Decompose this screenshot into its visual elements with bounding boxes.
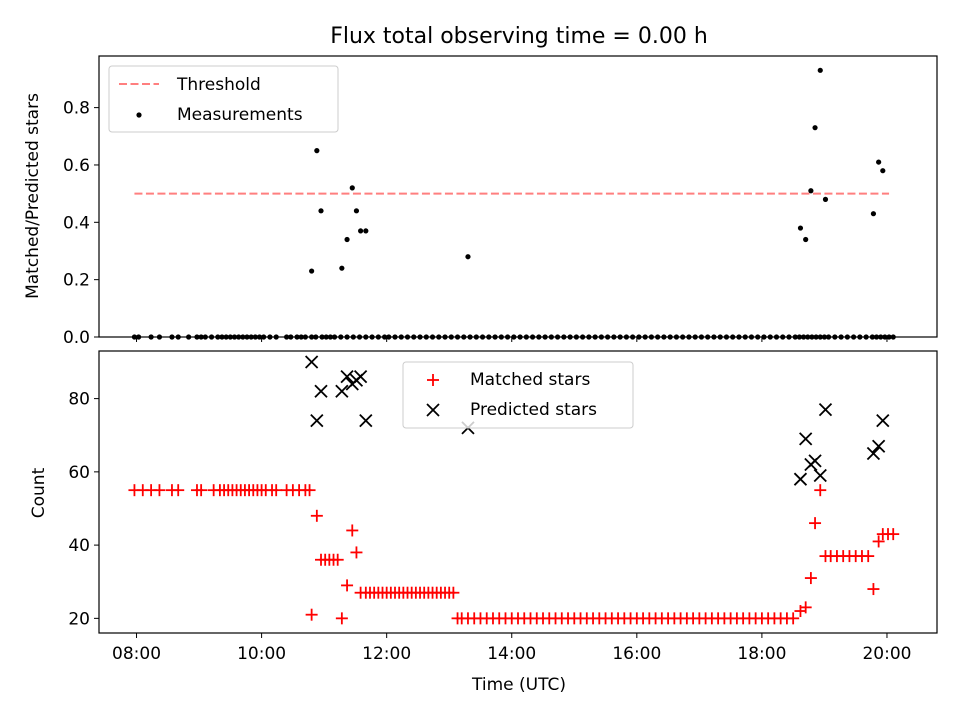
- measurements-point: [870, 211, 877, 217]
- x-tick-label: 10:00: [237, 644, 286, 664]
- y-tick-label: 0.2: [63, 271, 90, 291]
- legend-measurements-swatch: [136, 112, 142, 118]
- matched-stars-point: [814, 484, 827, 497]
- matched-stars-point: [862, 550, 875, 563]
- matched-stars-point: [270, 484, 283, 497]
- matched-stars-point: [809, 517, 822, 530]
- x-tick-label: 12:00: [362, 644, 411, 664]
- measurements-point: [876, 159, 882, 165]
- matched-stars-point: [804, 572, 817, 585]
- legend-matched-swatch: [427, 374, 439, 386]
- measurements-point: [344, 236, 350, 243]
- measurements-point: [309, 268, 315, 274]
- x-axis-label: Time (UTC): [471, 675, 566, 695]
- measurements-point: [817, 67, 823, 73]
- top-x-axis: [136, 337, 888, 342]
- legend-threshold-label: Threshold: [176, 75, 261, 95]
- measurements-point: [880, 168, 886, 174]
- legend-predicted-swatch: [426, 403, 440, 417]
- top-y-axis-label: Matched/Predicted stars: [23, 93, 43, 299]
- legend-matched-label: Matched stars: [470, 370, 590, 390]
- matched-stars-point: [331, 553, 344, 566]
- y-tick-label: 0.8: [63, 99, 90, 119]
- predicted-stars-point: [310, 413, 324, 428]
- top-panel: 0.00.20.40.60.8 Matched/Predicted stars …: [23, 55, 938, 348]
- x-tick-label: 18:00: [737, 644, 786, 664]
- x-tick-label: 08:00: [112, 644, 161, 664]
- matched-stars-point: [310, 509, 323, 522]
- matched-stars-point: [867, 583, 880, 596]
- measurements-point: [349, 185, 355, 191]
- predicted-stars-point: [793, 472, 808, 486]
- predicted-stars-point: [304, 355, 319, 369]
- measurements-point: [797, 225, 804, 231]
- top-axes-frame: [98, 55, 938, 338]
- predicted-stars-point: [799, 432, 813, 446]
- bottom-panel: 20 40 60 80 08:00 10:00 12:00 14:00 16:00 18:00 2…: [29, 350, 938, 695]
- x-tick-label: 16:00: [612, 644, 661, 664]
- bottom-x-axis: 08:00 10:00 12:00 14:00 16:00 18:00 20:00: [112, 633, 911, 664]
- predicted-stars-point: [876, 413, 890, 428]
- predicted-stars-point: [314, 384, 328, 398]
- y-tick-label: 40: [68, 536, 90, 556]
- matched-stars-point: [447, 586, 460, 599]
- y-tick-label: 0.4: [63, 213, 90, 233]
- bottom-axes-frame: [98, 350, 938, 634]
- bottom-y-axis: 20 40 60 80: [68, 390, 99, 629]
- legend-predicted-label: Predicted stars: [470, 400, 597, 420]
- bottom-y-axis-label: Count: [29, 467, 49, 518]
- matched-stars-point: [303, 484, 316, 497]
- legend-measurements-label: Measurements: [177, 105, 303, 125]
- predicted-stars-point: [813, 468, 827, 483]
- predicted-stars-point: [353, 369, 368, 384]
- measurements-point: [318, 208, 324, 214]
- measurements-point: [803, 236, 809, 243]
- y-tick-label: 0.0: [63, 328, 90, 348]
- matched-stars-point: [872, 535, 885, 548]
- predicted-stars-point: [866, 446, 881, 461]
- matched-stars-point: [887, 528, 900, 541]
- measurements-point: [822, 196, 829, 202]
- measurements-point: [339, 265, 345, 271]
- measurements-point: [353, 208, 360, 214]
- matched-stars-point: [799, 601, 812, 614]
- matched-stars-point: [341, 579, 354, 592]
- predicted-stars-point: [808, 454, 822, 468]
- matched-stars-point: [305, 608, 318, 621]
- y-tick-label: 20: [68, 609, 90, 629]
- matched-stars-point: [335, 612, 348, 625]
- measurements-point: [808, 188, 814, 194]
- x-tick-label: 20:00: [862, 644, 911, 664]
- bottom-legend: Matched stars Predicted stars: [402, 361, 634, 429]
- measurements-point: [812, 125, 818, 131]
- matched-stars-point: [787, 612, 800, 625]
- chart-title: Flux total observing time = 0.00 h: [330, 24, 708, 49]
- y-tick-label: 0.6: [63, 156, 90, 176]
- y-tick-label: 80: [68, 390, 90, 410]
- predicted-stars-point: [871, 439, 886, 453]
- predicted-stars-point: [335, 384, 349, 398]
- measurements-point: [465, 254, 471, 260]
- predicted-stars-point: [818, 402, 833, 417]
- measurements-point: [363, 228, 369, 234]
- predicted-stars-point: [340, 369, 354, 384]
- top-y-axis: 0.0 0.2 0.4 0.6 0.8: [63, 99, 99, 348]
- top-legend: Threshold Measurements: [108, 65, 339, 133]
- x-tick-label: 14:00: [487, 644, 536, 664]
- y-tick-label: 60: [68, 463, 90, 483]
- measurements-point: [358, 228, 364, 234]
- predicted-stars-point: [359, 413, 373, 428]
- matched-stars-point: [346, 524, 359, 537]
- matched-stars-point: [350, 546, 363, 559]
- matched-stars-point: [153, 484, 166, 497]
- measurements-point: [314, 148, 320, 154]
- matched-stars-point: [195, 484, 208, 497]
- bottom-plot-marks: [128, 355, 900, 625]
- matched-stars-point: [172, 484, 185, 497]
